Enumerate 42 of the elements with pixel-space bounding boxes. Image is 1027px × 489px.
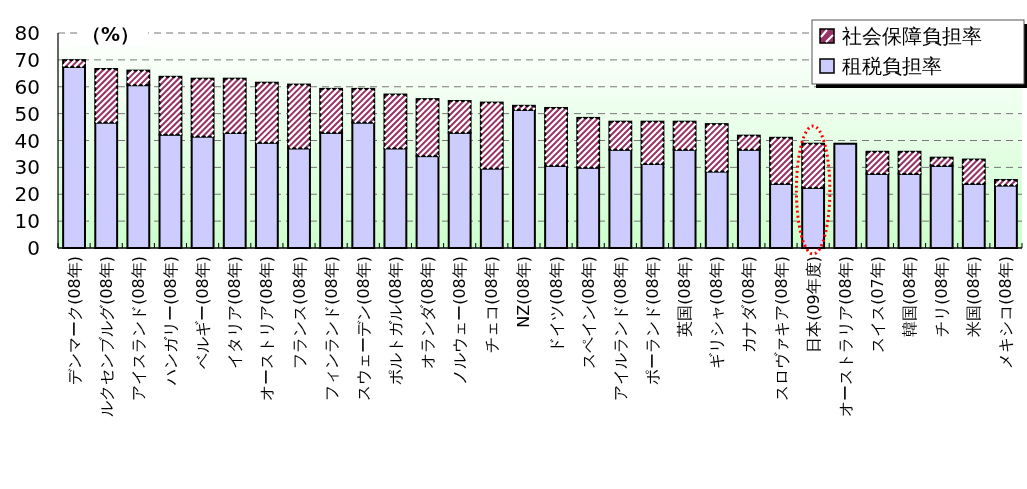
x-tick-label: フィンランド(08年) [321, 256, 341, 401]
x-tick-label: ドイツ(08年) [546, 256, 566, 353]
x-tick-label: カナダ(08年) [739, 256, 759, 353]
y-axis-title: （%） [82, 23, 140, 45]
x-tick-label: ハンガリー(08年) [160, 256, 180, 386]
y-tick-label: 10 [14, 209, 40, 234]
y-tick-label: 60 [14, 74, 40, 99]
y-tick-label: 0 [27, 236, 40, 260]
x-tick-label: 米国(08年) [964, 256, 984, 337]
x-tick-label: スロヴァキア(08年) [771, 256, 791, 401]
x-tick-label: ノルウェー(08年) [450, 256, 470, 385]
x-tick-label: アイルランド(08年) [610, 256, 630, 401]
x-tick-label: スペイン(08年) [578, 256, 598, 369]
x-tick-label: 英国(08年) [675, 256, 695, 337]
y-tick-label: 80 [14, 21, 40, 45]
x-tick-label: スウェーデン(08年) [353, 256, 373, 401]
x-tick-label: ベルギー(08年) [193, 256, 213, 369]
x-tick-label: チリ(08年) [932, 256, 952, 337]
y-tick-label: 70 [14, 47, 40, 72]
x-tick-label: ポルトガル(08年) [385, 256, 405, 385]
x-tick-label: ギリシャ(08年) [707, 256, 727, 369]
x-tick-label: オランダ(08年) [418, 256, 438, 369]
x-tick-label: NZ(08年) [514, 256, 534, 328]
x-tick-label: ポーランド(08年) [642, 256, 662, 385]
x-tick-label: デンマーク(08年) [64, 256, 84, 385]
x-tick-label: ルクセンブルグ(08年) [96, 256, 116, 417]
x-tick-label: オーストリア(08年) [257, 256, 277, 401]
x-tick-label: アイスランド(08年) [128, 256, 148, 401]
x-tick-label: スイス(07年) [867, 256, 887, 353]
x-tick-label: メキシコ(08年) [996, 256, 1016, 369]
y-tick-label: 20 [14, 182, 40, 207]
legend-label: 社会保障負担率 [842, 24, 982, 48]
x-tick-label: 日本(09年度) [803, 256, 823, 353]
x-tick-label: チェコ(08年) [482, 256, 502, 353]
x-tick-label: 韓国(08年) [900, 256, 920, 337]
x-tick-label: イタリア(08年) [225, 256, 245, 369]
y-tick-label: 30 [14, 155, 40, 180]
x-tick-label: オーストラリア(08年) [835, 256, 855, 417]
y-tick-label: 40 [14, 128, 40, 153]
legend-label: 租税負担率 [842, 54, 942, 78]
x-tick-label: フランス(08年) [289, 256, 309, 369]
y-tick-label: 50 [14, 101, 40, 126]
